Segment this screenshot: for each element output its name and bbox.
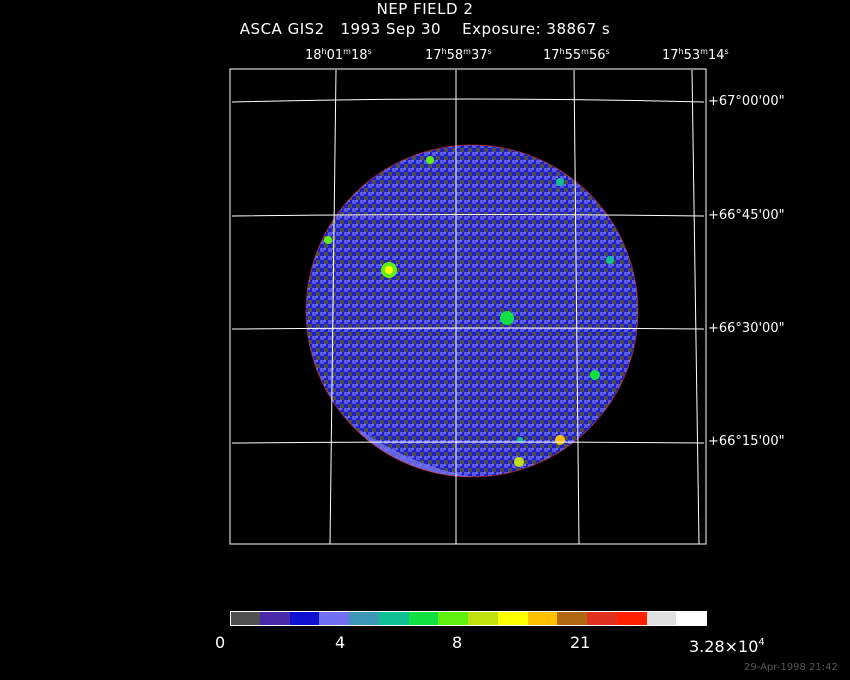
colorbar-swatch <box>319 611 350 626</box>
colorbar-swatch <box>289 611 320 626</box>
colorbar-swatch <box>468 611 499 626</box>
ra-label-3: 17h55m56s <box>543 47 610 63</box>
colorbar-swatch <box>527 611 558 626</box>
colorbar-swatch <box>497 611 528 626</box>
colorbar-swatch <box>349 611 380 626</box>
colorbar-swatch <box>676 611 707 626</box>
colorbar-swatch <box>616 611 647 626</box>
colorbar-tick-8: 8 <box>452 633 463 652</box>
image-frame <box>229 68 707 545</box>
colorbar-swatch <box>259 611 290 626</box>
ra-label-1: 18h01m18s <box>305 47 372 63</box>
colorbar-swatch <box>408 611 439 626</box>
colorbar-swatch <box>230 611 261 626</box>
dec-label-4: +66°15'00" <box>708 434 785 449</box>
timestamp: 29-Apr-1998 21:42 <box>744 662 838 673</box>
ra-label-2: 17h58m37s <box>425 47 492 63</box>
image-subtitle: ASCA GIS2 1993 Sep 30 Exposure: 38867 s <box>239 20 611 38</box>
dec-label-3: +66°30'00" <box>708 321 785 336</box>
detector-field <box>306 145 638 477</box>
colorbar-tick-4: 4 <box>335 633 346 652</box>
colorbar-swatch <box>438 611 469 626</box>
colorbar-swatch <box>587 611 618 626</box>
dec-label-1: +67°00'00" <box>708 94 785 109</box>
coordinate-grid <box>231 69 705 545</box>
colorbar-swatch <box>646 611 677 626</box>
colorbar-tick-21: 21 <box>570 633 591 652</box>
dec-label-2: +66°45'00" <box>708 208 785 223</box>
image-title: NEP FIELD 2 <box>376 0 474 18</box>
colorbar-max: 3.28×104 <box>689 637 765 656</box>
colorbar-swatch <box>378 611 409 626</box>
ra-label-4: 17h53m14s <box>662 47 729 63</box>
colorbar-swatch <box>557 611 588 626</box>
colorbar-tick-0: 0 <box>215 633 226 652</box>
